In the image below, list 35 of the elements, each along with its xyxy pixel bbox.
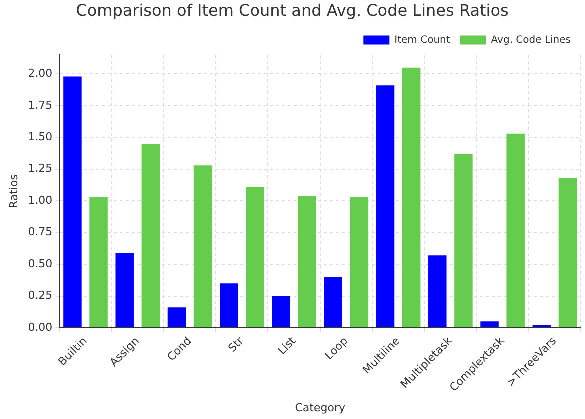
- bar: [168, 308, 186, 328]
- bar: [194, 166, 212, 328]
- x-tick-label: Str: [226, 334, 247, 355]
- y-tick-label: 1.75: [28, 98, 53, 112]
- legend-label: Item Count: [394, 34, 450, 46]
- chart-title: Comparison of Item Count and Avg. Code Lines Ratios: [76, 0, 509, 20]
- bar: [220, 284, 238, 328]
- y-tick-label: 0.50: [28, 257, 53, 270]
- y-tick-label: 0.75: [28, 226, 53, 239]
- y-tick-label: 1.50: [28, 130, 53, 144]
- bar: [64, 76, 82, 328]
- bar: [298, 196, 316, 328]
- bar: [376, 86, 395, 328]
- bar: [142, 144, 160, 328]
- y-tick-label: 1.00: [28, 194, 53, 207]
- bar: [272, 296, 290, 328]
- bar: [558, 178, 578, 328]
- bar: [350, 197, 369, 328]
- bar: [246, 187, 264, 328]
- bar: [428, 256, 447, 328]
- y-tick-label: 0.00: [28, 320, 53, 334]
- bar: [324, 277, 342, 328]
- x-tick-label: List: [276, 334, 299, 358]
- bar: [454, 154, 473, 328]
- bar: [116, 253, 134, 328]
- y-axis-title: Ratios: [7, 174, 20, 209]
- bar: [506, 134, 525, 328]
- y-tick-label: 2.00: [28, 67, 53, 80]
- y-tick-label: 1.25: [28, 162, 53, 176]
- bar: [90, 197, 108, 328]
- bar: [480, 322, 499, 328]
- x-axis-title: Category: [295, 401, 346, 414]
- legend-label: Avg. Code Lines: [491, 34, 572, 46]
- y-tick-label: 0.25: [28, 289, 53, 302]
- bar: [402, 68, 421, 328]
